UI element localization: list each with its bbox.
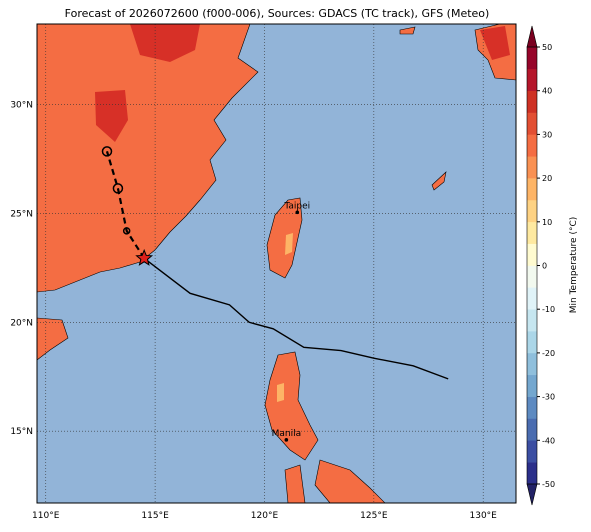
lat-tick-label: 30°N [10, 101, 33, 111]
colorbar-band [527, 243, 537, 266]
colorbar-band [527, 68, 537, 91]
colorbar-over [526, 25, 538, 48]
colorbar-tick-label: 0 [542, 262, 547, 271]
current-position [135, 248, 154, 266]
colorbar-band [527, 90, 537, 113]
axes-frame [36, 23, 517, 504]
colorbar-band [527, 134, 537, 157]
colorbar-tick-label: 20 [542, 174, 552, 183]
colorbar-tick-label: -10 [542, 305, 555, 314]
forecast-position [122, 227, 131, 235]
colorbar-band [527, 47, 537, 70]
map-area: Taipei Manila [37, 24, 516, 503]
colorbar-tick-label: 50 [542, 43, 552, 52]
city-label: Taipei [283, 201, 310, 211]
observed-track [143, 257, 449, 380]
colorbar-band [527, 156, 537, 179]
forecast-position [101, 146, 113, 157]
city-marker [284, 438, 289, 442]
colorbar-label: Min Temperature (°C) [569, 217, 579, 314]
warm-patch [95, 24, 510, 142]
colorbar-tick-label: -20 [542, 349, 555, 358]
lon-tick-label: 115°E [141, 511, 169, 521]
city-label: Manila [272, 429, 302, 439]
colorbar-band [527, 178, 537, 201]
colorbar-under [526, 483, 538, 506]
colorbar-tick-label: -30 [542, 393, 555, 402]
colorbar-band [527, 331, 537, 354]
colorbar-band [527, 396, 537, 419]
lon-tick-label: 120°E [251, 511, 279, 521]
lat-tick-label: 25°N [10, 209, 33, 219]
cool-patch [277, 233, 293, 402]
colorbar-band [527, 199, 537, 223]
lat-tick-label: 15°N [10, 427, 33, 437]
colorbar-band [527, 440, 537, 463]
colorbar-band [527, 462, 537, 485]
colorbar-tick-label: 30 [542, 130, 552, 139]
lon-tick-label: 130°E [470, 511, 498, 521]
colorbar-tick-label: 40 [542, 87, 552, 96]
colorbar-band [527, 352, 537, 376]
colorbar-band [527, 112, 537, 135]
colorbar-tick-label: 10 [542, 218, 552, 227]
colorbar-band [527, 287, 537, 310]
city-marker [295, 210, 300, 215]
forecast-position [112, 183, 124, 194]
lon-tick-label: 125°E [360, 511, 388, 521]
land [37, 24, 516, 503]
colorbar-band [527, 309, 537, 332]
colorbar-band [527, 265, 537, 288]
colorbar-band [527, 374, 537, 397]
colorbar-band [527, 418, 537, 441]
colorbar-band [527, 221, 537, 244]
forecast-track [105, 151, 146, 259]
colorbar-tick-label: -50 [542, 480, 555, 489]
lat-tick-label: 20°N [10, 318, 33, 328]
lon-tick-label: 110°E [32, 511, 60, 521]
title: Forecast of 2026072600 (f000-006), Sourc… [65, 7, 490, 20]
colorbar-tick-label: -40 [542, 436, 555, 445]
